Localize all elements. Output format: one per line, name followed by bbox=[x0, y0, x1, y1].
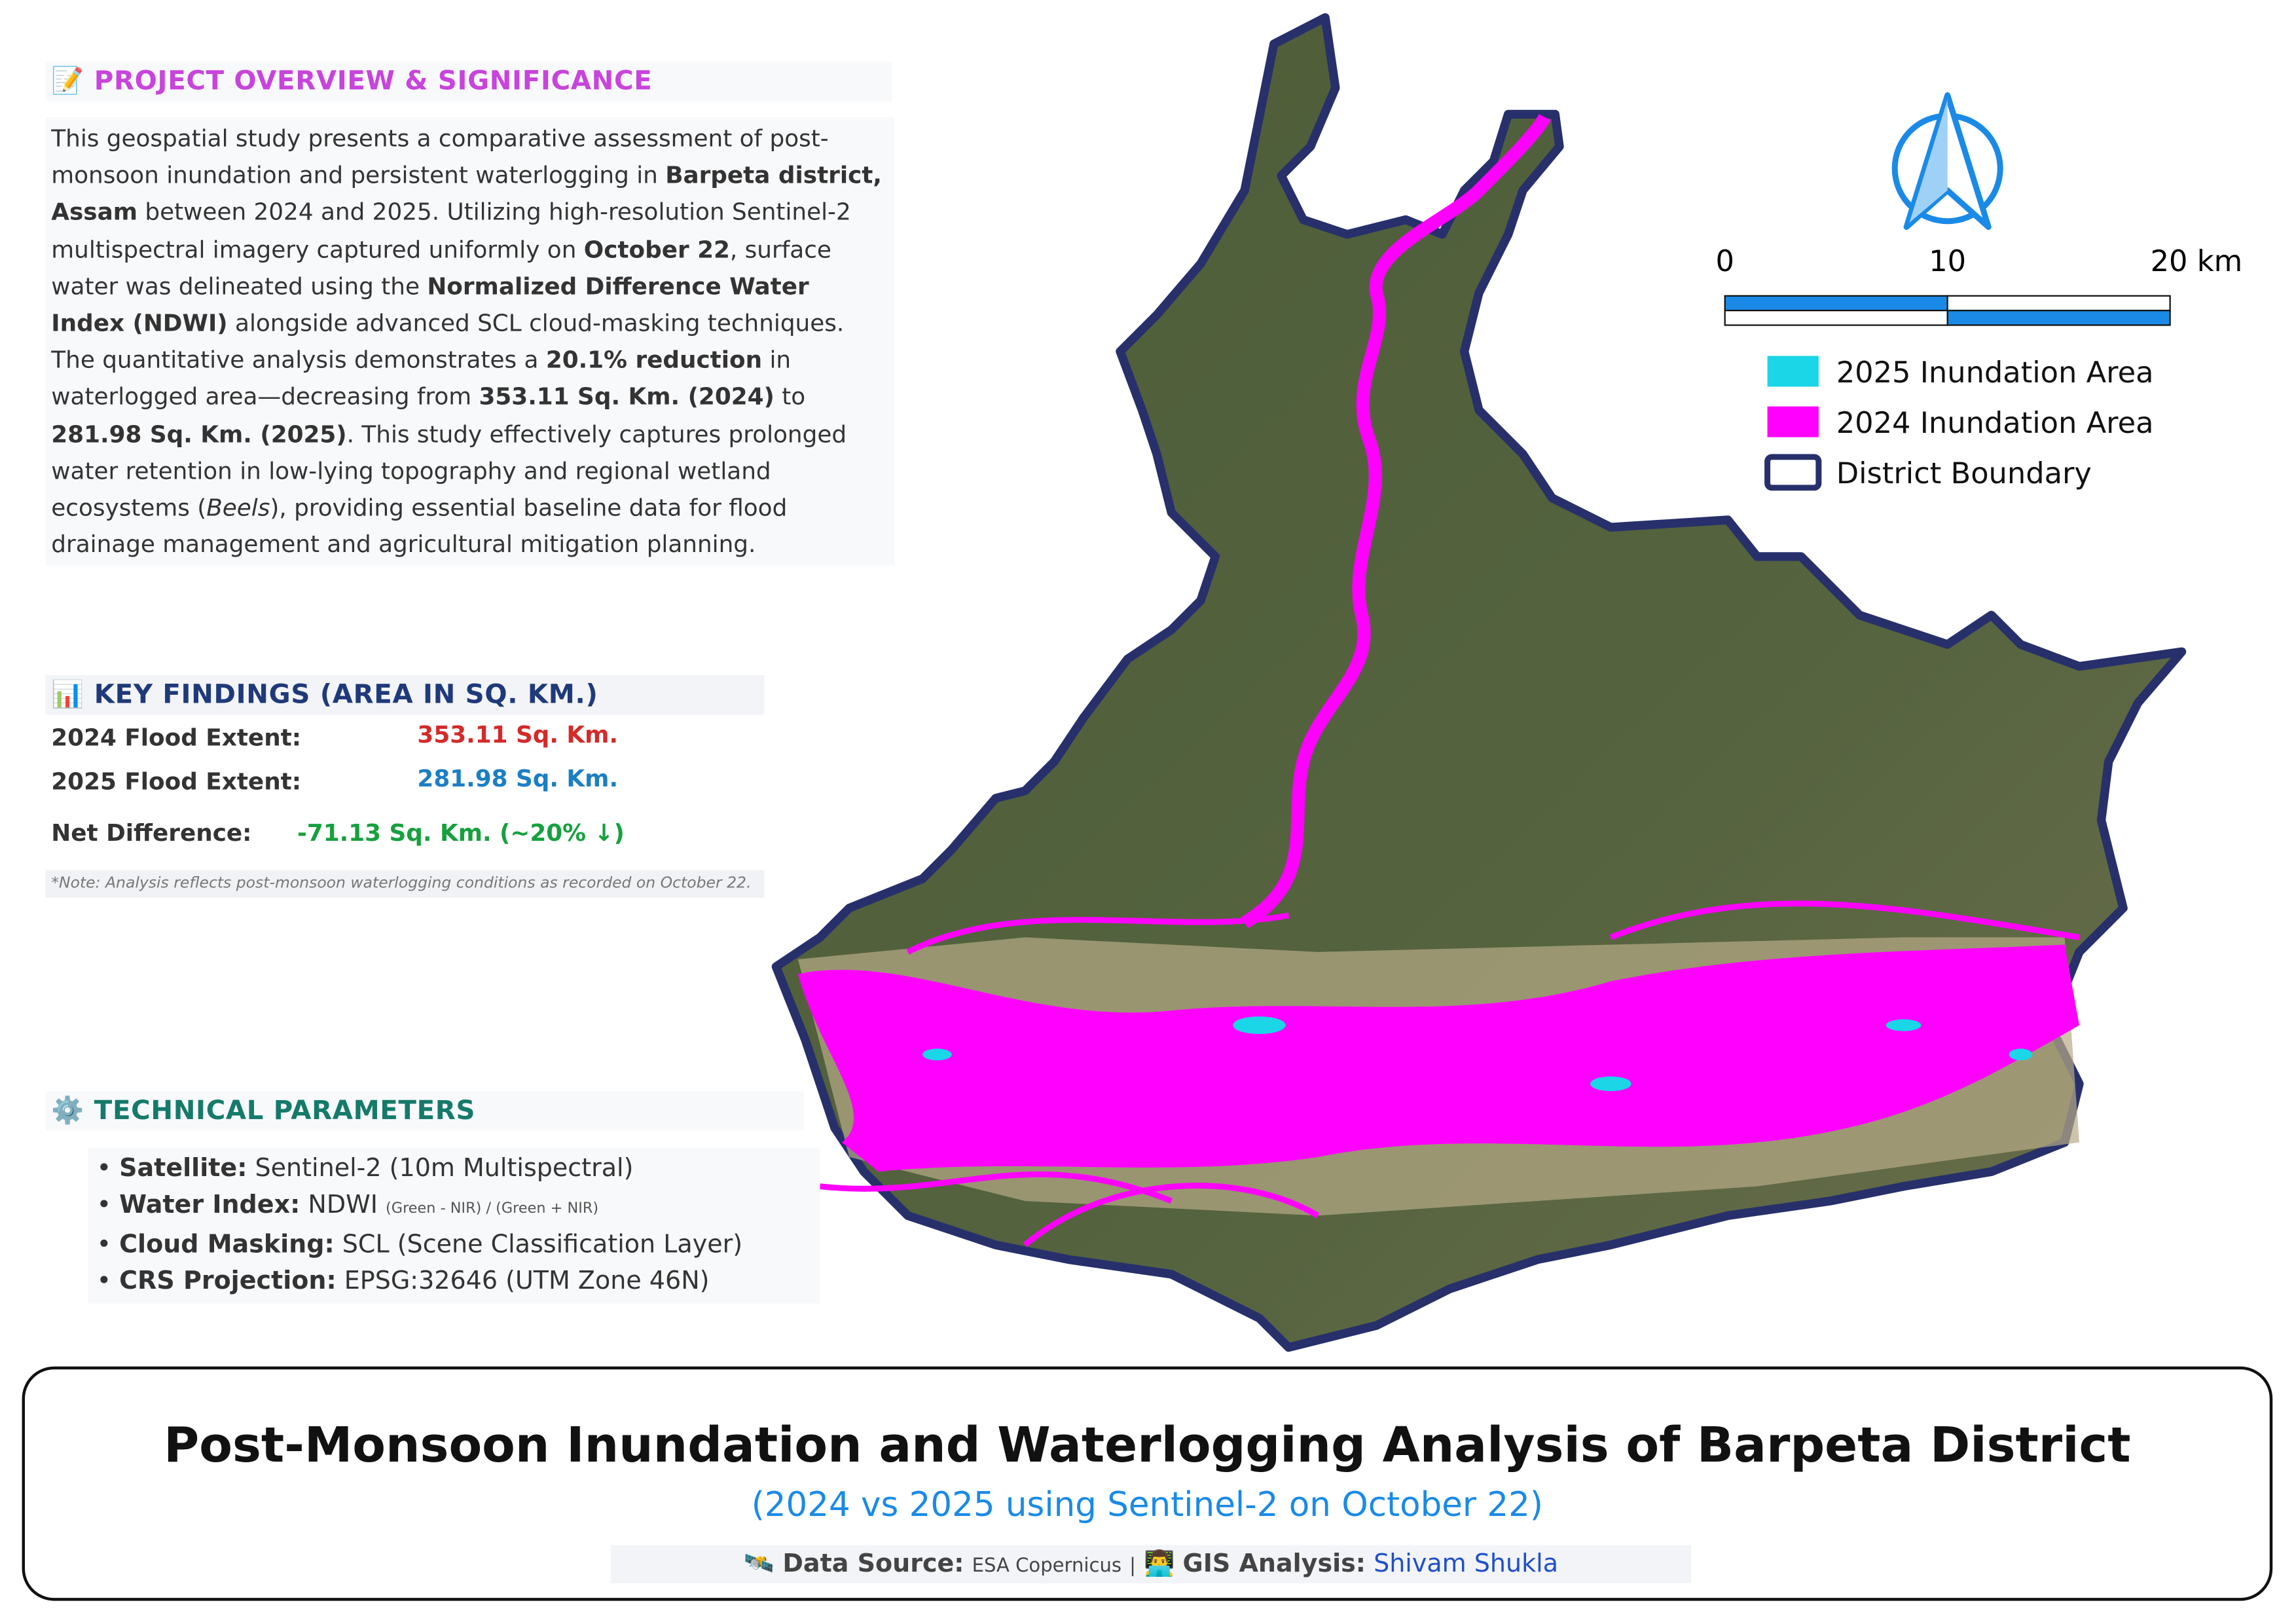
overview-paragraph: This geospatial study presents a compara… bbox=[45, 117, 895, 566]
map: 0 10 20 km 2025 Inundation Area 2024 Inun… bbox=[771, 13, 2243, 1352]
text-segment: ), providing essential baseline data for… bbox=[51, 493, 788, 559]
text-segment: Barpeta district, Assam bbox=[51, 161, 883, 227]
findings-heading: 📊 KEY FINDINGS (AREA IN SQ. KM.) bbox=[45, 675, 765, 715]
parameter-label: CRS Projection: bbox=[119, 1266, 337, 1297]
parameter-value: NDWI bbox=[308, 1190, 378, 1221]
text-segment: Beels bbox=[206, 493, 270, 522]
icon: 📊 bbox=[51, 679, 85, 710]
credit-value: ESA Copernicus bbox=[972, 1555, 1122, 1578]
river-2024-channels bbox=[820, 900, 2080, 1247]
parameters-heading: ⚙️ TECHNICAL PARAMETERS bbox=[45, 1091, 804, 1131]
overview-heading: 📝 PROJECT OVERVIEW & SIGNIFICANCE bbox=[45, 61, 892, 101]
scale-label: 20 km bbox=[2151, 244, 2243, 278]
legend-swatch bbox=[1767, 406, 1819, 437]
text-segment: This geospatial study presents a compara… bbox=[51, 124, 829, 189]
legend-label: 2024 Inundation Area bbox=[1836, 405, 2154, 440]
parameter-detail: (Green - NIR) / (Green + NIR) bbox=[386, 1201, 599, 1217]
text-segment: alongside advanced SCL cloud-masking tec… bbox=[51, 308, 845, 374]
text-segment: . This study effectively captures prolon… bbox=[51, 420, 847, 522]
heading-text: PROJECT OVERVIEW & SIGNIFICANCE bbox=[94, 65, 653, 97]
parameter-item: • Water Index: NDWI (Green - NIR) / (Gre… bbox=[96, 1190, 599, 1221]
text-segment: 353.11 Sq. Km. (2024) bbox=[479, 382, 774, 411]
credit-value: Shivam Shukla bbox=[1374, 1549, 1559, 1579]
parameter-item: • Cloud Masking: SCL (Scene Classificati… bbox=[96, 1230, 743, 1260]
parameters-list: • Satellite: Sentinel-2 (10m Multispectr… bbox=[88, 1148, 820, 1304]
text-segment: to bbox=[774, 382, 806, 411]
text-segment: 20.1% reduction bbox=[545, 346, 763, 374]
parameter-item: • CRS Projection: EPSG:32646 (UTM Zone 4… bbox=[96, 1266, 710, 1297]
credit-label: Data Source: bbox=[782, 1549, 964, 1579]
parameter-label: Water Index: bbox=[119, 1190, 301, 1221]
heading-text: TECHNICAL PARAMETERS bbox=[94, 1095, 476, 1126]
text-segment: Normalized Difference Water Index (NDWI) bbox=[51, 272, 809, 337]
legend-swatch bbox=[1764, 454, 1822, 491]
parameter-value: EPSG:32646 (UTM Zone 46N) bbox=[344, 1266, 710, 1297]
heading-text: KEY FINDINGS (AREA IN SQ. KM.) bbox=[94, 679, 598, 710]
icon: 👨‍💻 bbox=[1144, 1549, 1175, 1579]
legend-swatch bbox=[1767, 356, 1819, 387]
parameter-value: SCL (Scene Classification Layer) bbox=[342, 1230, 743, 1260]
credits: 🛰️ Data Source: ESA Copernicus | 👨‍💻 GIS… bbox=[610, 1545, 1692, 1583]
credit-label: GIS Analysis: bbox=[1182, 1549, 1366, 1579]
icon: 🛰️ bbox=[743, 1549, 775, 1579]
icon: ⚙️ bbox=[51, 1095, 85, 1126]
footer-subtitle: (2024 vs 2025 using Sentinel-2 on Octobe… bbox=[751, 1486, 1543, 1525]
parameter-label: Cloud Masking: bbox=[119, 1230, 335, 1260]
text-segment: October 22 bbox=[583, 235, 730, 263]
finding-value: 281.98 Sq. Km. bbox=[417, 764, 619, 793]
text-segment: 281.98 Sq. Km. (2025) bbox=[51, 420, 347, 448]
icon: 📝 bbox=[51, 65, 85, 97]
scale-label: 10 bbox=[1929, 244, 1966, 278]
legend: 2025 Inundation Area 2024 Inundation Area… bbox=[1764, 355, 2154, 491]
text-segment: , surface water was delineated using the bbox=[51, 235, 831, 301]
river-2024 bbox=[797, 944, 2079, 1172]
river-2025-patches bbox=[922, 1016, 2033, 1092]
parameter-value: Sentinel-2 (10m Multispectral) bbox=[255, 1154, 634, 1184]
river-2024-north bbox=[1241, 114, 1551, 929]
footer-title: Post-Monsoon Inundation and Waterlogging… bbox=[164, 1416, 2131, 1474]
footer: Post-Monsoon Inundation and Waterlogging… bbox=[22, 1366, 2273, 1601]
separator: | bbox=[1129, 1555, 1136, 1578]
text-segment: between 2024 and 2025. Utilizing high-re… bbox=[51, 198, 851, 263]
north-arrow bbox=[1891, 92, 2003, 231]
finding-label: 2025 Flood Extent: bbox=[51, 767, 302, 796]
note: *Note: Analysis reflects post-monsoon wa… bbox=[45, 870, 765, 898]
parameter-label: Satellite: bbox=[119, 1154, 247, 1184]
parameter-item: • Satellite: Sentinel-2 (10m Multispectr… bbox=[96, 1154, 634, 1184]
finding-label: Net Difference: bbox=[51, 819, 252, 847]
legend-label: District Boundary bbox=[1836, 456, 2092, 490]
scale-label: 0 bbox=[1715, 244, 1734, 278]
text-segment: in waterlogged area—decreasing from bbox=[51, 346, 792, 411]
finding-value: -71.13 Sq. Km. (~20% ↓) bbox=[297, 819, 625, 847]
finding-value: 353.11 Sq. Km. bbox=[417, 720, 619, 748]
scale-bar: 0 10 20 km bbox=[1715, 244, 2243, 326]
legend-label: 2025 Inundation Area bbox=[1836, 355, 2154, 390]
finding-label: 2024 Flood Extent: bbox=[51, 723, 302, 752]
